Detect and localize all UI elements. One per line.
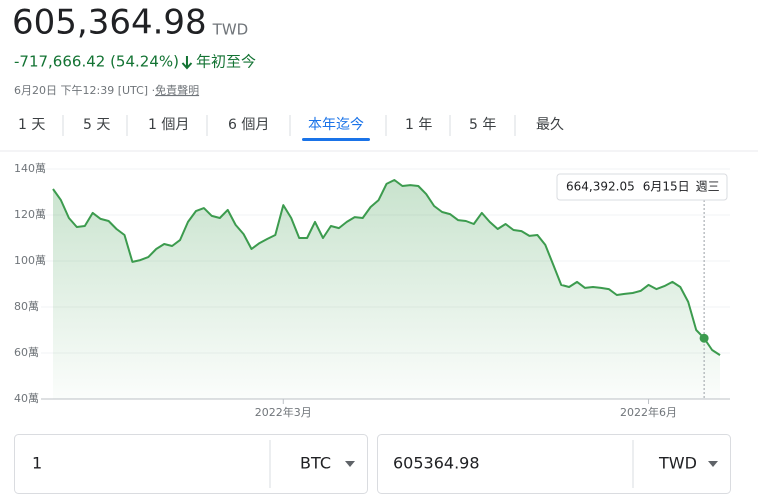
y-tick-label: 140萬 xyxy=(14,162,46,175)
tab[interactable]: 本年迄今 xyxy=(308,117,364,133)
down-arrow xyxy=(181,56,193,70)
y-tick-label: 60萬 xyxy=(14,346,39,359)
tab[interactable]: 1 個月 xyxy=(148,117,189,133)
tab-underline xyxy=(302,138,370,141)
tab[interactable]: 1 天 xyxy=(18,117,45,133)
y-tick-label: 80萬 xyxy=(14,300,39,313)
amount-input[interactable]: 1 xyxy=(32,454,42,473)
period: 年初至今 xyxy=(196,53,256,71)
y-tick-label: 120萬 xyxy=(14,208,46,221)
result-box[interactable] xyxy=(377,434,731,494)
change: -717,666.42 (54.24%) xyxy=(14,53,179,71)
y-tick-label: 100萬 xyxy=(14,254,46,267)
tab[interactable]: 6 個月 xyxy=(228,117,269,133)
tab[interactable]: 1 年 xyxy=(405,117,432,133)
x-tick-label: 2022年3月 xyxy=(255,405,312,419)
timestamp: 6月20日 下午12:39 [UTC] · xyxy=(14,84,155,97)
amount-box[interactable] xyxy=(14,434,368,494)
tooltip-weekday: 週三 xyxy=(696,180,720,194)
price: 605,364.98 xyxy=(12,3,207,43)
to-currency[interactable]: TWD xyxy=(658,454,697,473)
from-currency[interactable]: BTC xyxy=(300,454,331,473)
tooltip-value: 664,392.05 xyxy=(566,180,635,194)
hover-dot xyxy=(699,333,709,343)
tooltip-box xyxy=(556,173,728,201)
y-tick-label: 40萬 xyxy=(14,392,39,405)
price-line xyxy=(52,179,721,356)
currency: TWD xyxy=(212,21,249,39)
dropdown-arrow[interactable] xyxy=(345,461,355,467)
disclaimer-link[interactable]: 免責聲明 xyxy=(155,83,199,97)
area xyxy=(53,180,720,399)
tab[interactable]: 5 年 xyxy=(469,117,496,133)
chart: 40萬 60萬 80萬 100萬 120萬 140萬 2022年3月 2022年6月 664,3… xyxy=(14,162,730,419)
tab[interactable]: 5 天 xyxy=(83,117,110,133)
dropdown-arrow[interactable] xyxy=(708,461,718,467)
x-tick-label: 2022年6月 xyxy=(620,405,677,419)
tabs: 1 天 5 天 1 個月 6 個月 本年迄今 1 年 5 年 最久 xyxy=(18,115,564,141)
result-input[interactable]: 605364.98 xyxy=(393,454,480,473)
tab[interactable]: 最久 xyxy=(536,117,564,133)
tooltip-date: 6月15日 xyxy=(643,180,690,194)
